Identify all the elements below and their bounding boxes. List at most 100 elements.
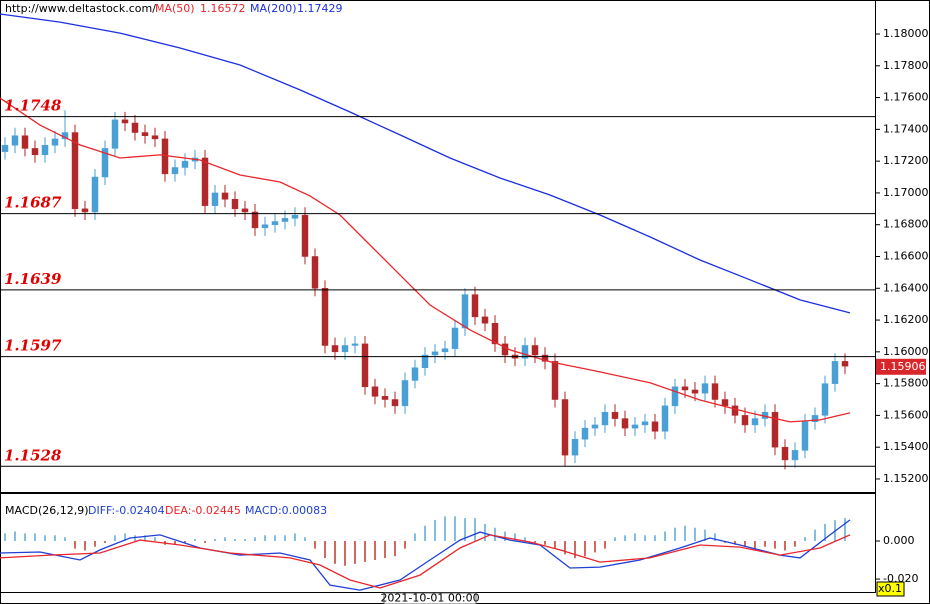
candle-body bbox=[311, 256, 319, 289]
macd-bar bbox=[554, 541, 556, 549]
macd-bar bbox=[334, 541, 336, 564]
candle-body bbox=[41, 144, 49, 156]
y-tick-label: 1.17600 bbox=[883, 91, 929, 104]
macd-bar bbox=[264, 535, 266, 542]
line bbox=[0, 97, 851, 423]
macd-bar bbox=[704, 529, 706, 542]
candle-body bbox=[251, 211, 259, 229]
candle-body bbox=[271, 221, 279, 225]
macd-bar bbox=[604, 541, 606, 549]
legend-ma50-value: 1.16572 bbox=[200, 2, 246, 15]
macd-bar bbox=[594, 541, 596, 553]
candle-body bbox=[721, 399, 729, 407]
candle-body bbox=[801, 421, 809, 451]
candle-body bbox=[111, 119, 119, 149]
candle-body bbox=[391, 399, 399, 407]
macd-bar bbox=[464, 518, 466, 542]
legend-ma200: MA(200) bbox=[250, 2, 297, 15]
last-price-label: 1.15906 bbox=[880, 360, 926, 373]
macd-bar bbox=[824, 523, 826, 542]
candle-body bbox=[521, 345, 529, 359]
macd-bar bbox=[324, 541, 326, 559]
level-label: 1.1687 bbox=[4, 194, 62, 212]
candle-body bbox=[291, 214, 299, 219]
candle-body bbox=[731, 405, 739, 416]
level-label: 1.1597 bbox=[4, 337, 62, 355]
macd-bar bbox=[54, 535, 56, 542]
candle-body bbox=[121, 119, 129, 124]
level-label: 1.1639 bbox=[4, 270, 62, 288]
y-tick-label: 1.17400 bbox=[883, 122, 929, 135]
macd-bar bbox=[764, 541, 766, 547]
macd-bar bbox=[74, 541, 76, 549]
line bbox=[0, 13, 851, 314]
macd-bar bbox=[274, 535, 276, 542]
candle-body bbox=[631, 424, 639, 429]
candle-body bbox=[601, 411, 609, 426]
candle-body bbox=[581, 427, 589, 440]
candle-body bbox=[471, 294, 479, 318]
candle-body bbox=[371, 386, 379, 397]
scale-label: x0.1 bbox=[878, 582, 902, 595]
candle-body bbox=[531, 345, 539, 356]
candle-body bbox=[131, 122, 139, 133]
candle-body bbox=[21, 135, 29, 149]
candle-body bbox=[1, 144, 9, 152]
macd-bar bbox=[634, 533, 636, 542]
candle-body bbox=[301, 214, 309, 257]
candle-body bbox=[681, 386, 689, 391]
candle-body bbox=[611, 411, 619, 419]
candle-body bbox=[71, 132, 79, 210]
candle-body bbox=[231, 199, 239, 210]
macd-bar bbox=[734, 541, 736, 545]
y-tick-label: 1.15800 bbox=[883, 377, 929, 390]
candle-body bbox=[421, 354, 429, 368]
macd-bar bbox=[694, 527, 696, 542]
y-tick-label: 1.17200 bbox=[883, 154, 929, 167]
candle-body bbox=[711, 383, 719, 400]
macd-bar bbox=[444, 516, 446, 542]
level-label: 1.1528 bbox=[4, 446, 62, 464]
candle-body bbox=[411, 367, 419, 381]
candle-body bbox=[361, 343, 369, 388]
candle-body bbox=[141, 132, 149, 136]
macd-bar bbox=[374, 541, 376, 561]
main-panel bbox=[0, 0, 876, 493]
y-tick-label: 1.17800 bbox=[883, 59, 929, 72]
macd-bar bbox=[424, 525, 426, 542]
macd-bar bbox=[654, 535, 656, 542]
candle-body bbox=[841, 361, 849, 367]
macd-bar bbox=[224, 537, 226, 542]
candle-body bbox=[101, 148, 109, 178]
candle-body bbox=[281, 218, 289, 222]
candle-body bbox=[551, 361, 559, 400]
macd-bar bbox=[44, 535, 46, 542]
macd-bar bbox=[304, 537, 306, 542]
macd-bar bbox=[454, 516, 456, 542]
candle-body bbox=[831, 361, 839, 384]
candle-body bbox=[811, 415, 819, 423]
macd-bar bbox=[254, 537, 256, 542]
candle-body bbox=[351, 343, 359, 346]
macd-bar bbox=[844, 518, 846, 542]
y-tick-label: 1.16800 bbox=[883, 218, 929, 231]
macd-bar bbox=[94, 541, 96, 547]
candle-body bbox=[481, 316, 489, 324]
macd-bar bbox=[684, 525, 686, 542]
candle-body bbox=[701, 383, 709, 394]
y-tick-label: 1.16000 bbox=[883, 345, 929, 358]
candle-body bbox=[211, 192, 219, 206]
candle-body bbox=[181, 160, 189, 168]
overlay: http://www.deltastock.com/ MA(50) 1.1657… bbox=[4, 2, 343, 517]
candle-body bbox=[401, 380, 409, 407]
candle-body bbox=[821, 383, 829, 416]
candle-body bbox=[321, 288, 329, 346]
candle-body bbox=[431, 351, 439, 356]
candle-body bbox=[241, 208, 249, 213]
macd-bar bbox=[784, 541, 786, 551]
macd-bar bbox=[294, 533, 296, 542]
candle-body bbox=[751, 418, 759, 426]
candle-body bbox=[781, 446, 789, 461]
macd-bar bbox=[4, 533, 6, 542]
